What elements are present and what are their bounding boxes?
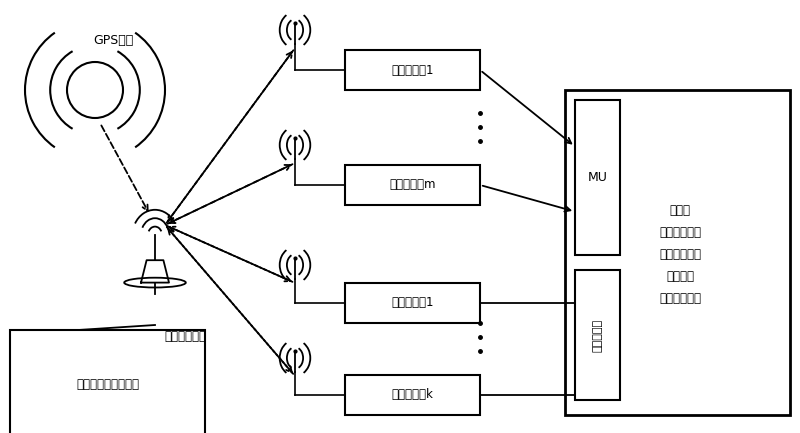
Bar xyxy=(575,100,620,255)
Bar xyxy=(575,270,620,400)
Text: 测量控制装置: 测量控制装置 xyxy=(659,249,701,262)
Text: 继电保护装置: 继电保护装置 xyxy=(659,226,701,239)
Text: 无线控制主机: 无线控制主机 xyxy=(164,330,206,343)
Bar xyxy=(345,283,480,323)
Text: 开关量终端k: 开关量终端k xyxy=(391,388,434,401)
Bar xyxy=(565,90,790,415)
Text: 智能操作笱: 智能操作笱 xyxy=(593,318,602,352)
Bar xyxy=(345,50,480,90)
Text: 交换机: 交换机 xyxy=(670,204,690,217)
Bar xyxy=(345,165,480,205)
Text: 后台监控系统: 后台监控系统 xyxy=(659,293,701,306)
Text: 模拟量终端m: 模拟量终端m xyxy=(390,178,436,191)
Bar xyxy=(345,375,480,415)
Text: GPS卫星: GPS卫星 xyxy=(93,34,133,47)
Text: 开关量终端1: 开关量终端1 xyxy=(391,297,434,310)
Text: 智能变电站仿真平台: 智能变电站仿真平台 xyxy=(76,378,139,391)
Text: 计量装置: 计量装置 xyxy=(666,271,694,284)
Text: 模拟量终端1: 模拟量终端1 xyxy=(391,64,434,77)
Text: MU: MU xyxy=(587,171,607,184)
Bar xyxy=(10,330,205,433)
